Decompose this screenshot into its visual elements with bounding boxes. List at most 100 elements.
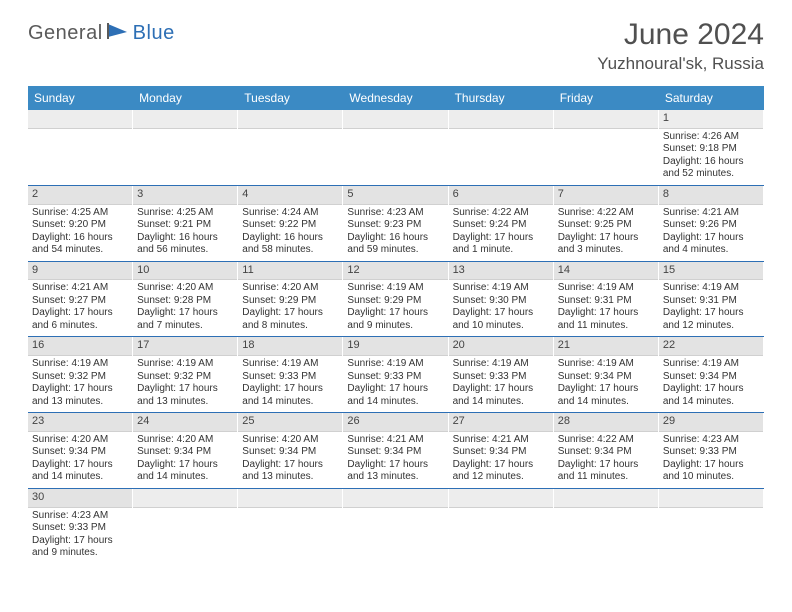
day-cell: 9Sunrise: 4:21 AMSunset: 9:27 PMDaylight… — [28, 262, 133, 337]
weeks-container: 1Sunrise: 4:26 AMSunset: 9:18 PMDaylight… — [28, 110, 764, 564]
day-number: 17 — [133, 337, 237, 356]
sunrise-text: Sunrise: 4:19 AM — [347, 358, 443, 371]
daylight-text: Daylight: 17 hours and 3 minutes. — [558, 232, 654, 257]
day-cell: 21Sunrise: 4:19 AMSunset: 9:34 PMDayligh… — [554, 337, 659, 412]
day-cell: 6Sunrise: 4:22 AMSunset: 9:24 PMDaylight… — [449, 186, 554, 261]
daylight-text: Daylight: 17 hours and 13 minutes. — [242, 459, 338, 484]
sunrise-text: Sunrise: 4:22 AM — [558, 434, 654, 447]
sunrise-text: Sunrise: 4:19 AM — [453, 358, 549, 371]
day-number — [659, 489, 763, 508]
day-cell-empty — [133, 489, 238, 564]
day-cell-empty — [238, 489, 343, 564]
day-cell-empty — [659, 489, 764, 564]
daylight-text: Daylight: 17 hours and 9 minutes. — [347, 307, 443, 332]
sunrise-text: Sunrise: 4:25 AM — [137, 207, 233, 220]
day-number — [554, 110, 658, 129]
logo-text-blue: Blue — [133, 22, 175, 45]
day-info: Sunrise: 4:26 AMSunset: 9:18 PMDaylight:… — [659, 129, 763, 185]
day-info: Sunrise: 4:19 AMSunset: 9:32 PMDaylight:… — [28, 356, 132, 412]
sunset-text: Sunset: 9:34 PM — [137, 446, 233, 459]
day-cell: 18Sunrise: 4:19 AMSunset: 9:33 PMDayligh… — [238, 337, 343, 412]
day-cell: 10Sunrise: 4:20 AMSunset: 9:28 PMDayligh… — [133, 262, 238, 337]
day-info: Sunrise: 4:20 AMSunset: 9:34 PMDaylight:… — [28, 432, 132, 488]
day-info: Sunrise: 4:20 AMSunset: 9:28 PMDaylight:… — [133, 280, 237, 336]
calendar: SundayMondayTuesdayWednesdayThursdayFrid… — [28, 86, 764, 564]
week-row: 1Sunrise: 4:26 AMSunset: 9:18 PMDaylight… — [28, 110, 764, 186]
day-info: Sunrise: 4:25 AMSunset: 9:20 PMDaylight:… — [28, 205, 132, 261]
sunset-text: Sunset: 9:27 PM — [32, 295, 128, 308]
day-info: Sunrise: 4:19 AMSunset: 9:33 PMDaylight:… — [238, 356, 342, 412]
daylight-text: Daylight: 17 hours and 13 minutes. — [137, 383, 233, 408]
day-number: 4 — [238, 186, 342, 205]
day-number: 9 — [28, 262, 132, 281]
sunrise-text: Sunrise: 4:21 AM — [453, 434, 549, 447]
day-number: 18 — [238, 337, 342, 356]
day-number — [449, 489, 553, 508]
day-number: 12 — [343, 262, 447, 281]
day-number: 21 — [554, 337, 658, 356]
daylight-text: Daylight: 17 hours and 10 minutes. — [663, 459, 759, 484]
sunrise-text: Sunrise: 4:19 AM — [137, 358, 233, 371]
sunrise-text: Sunrise: 4:22 AM — [558, 207, 654, 220]
daylight-text: Daylight: 17 hours and 14 minutes. — [453, 383, 549, 408]
week-row: 2Sunrise: 4:25 AMSunset: 9:20 PMDaylight… — [28, 186, 764, 262]
daylight-text: Daylight: 16 hours and 52 minutes. — [663, 156, 759, 181]
sunset-text: Sunset: 9:26 PM — [663, 219, 759, 232]
daylight-text: Daylight: 17 hours and 9 minutes. — [32, 535, 128, 560]
day-info: Sunrise: 4:21 AMSunset: 9:27 PMDaylight:… — [28, 280, 132, 336]
day-info: Sunrise: 4:19 AMSunset: 9:31 PMDaylight:… — [659, 280, 763, 336]
day-cell: 19Sunrise: 4:19 AMSunset: 9:33 PMDayligh… — [343, 337, 448, 412]
sunrise-text: Sunrise: 4:24 AM — [242, 207, 338, 220]
day-info: Sunrise: 4:21 AMSunset: 9:26 PMDaylight:… — [659, 205, 763, 261]
day-cell-empty — [449, 110, 554, 185]
sunrise-text: Sunrise: 4:26 AM — [663, 131, 759, 144]
day-info: Sunrise: 4:23 AMSunset: 9:33 PMDaylight:… — [659, 432, 763, 488]
weekday-monday: Monday — [133, 86, 238, 110]
daylight-text: Daylight: 16 hours and 58 minutes. — [242, 232, 338, 257]
sunrise-text: Sunrise: 4:19 AM — [558, 358, 654, 371]
sunset-text: Sunset: 9:18 PM — [663, 143, 759, 156]
sunset-text: Sunset: 9:33 PM — [453, 371, 549, 384]
day-number: 23 — [28, 413, 132, 432]
daylight-text: Daylight: 17 hours and 14 minutes. — [663, 383, 759, 408]
day-cell: 4Sunrise: 4:24 AMSunset: 9:22 PMDaylight… — [238, 186, 343, 261]
sunset-text: Sunset: 9:33 PM — [242, 371, 338, 384]
day-info: Sunrise: 4:22 AMSunset: 9:25 PMDaylight:… — [554, 205, 658, 261]
sunrise-text: Sunrise: 4:19 AM — [558, 282, 654, 295]
sunrise-text: Sunrise: 4:20 AM — [242, 434, 338, 447]
daylight-text: Daylight: 16 hours and 59 minutes. — [347, 232, 443, 257]
day-cell: 29Sunrise: 4:23 AMSunset: 9:33 PMDayligh… — [659, 413, 764, 488]
week-row: 9Sunrise: 4:21 AMSunset: 9:27 PMDaylight… — [28, 262, 764, 338]
day-cell-empty — [554, 489, 659, 564]
day-number: 24 — [133, 413, 237, 432]
day-cell: 20 Sunrise: 4:19 AMSunset: 9:33 PMDayligh… — [449, 337, 554, 412]
day-cell-empty — [133, 110, 238, 185]
day-number: 3 — [133, 186, 237, 205]
day-number: 19 — [343, 337, 447, 356]
sunset-text: Sunset: 9:34 PM — [558, 446, 654, 459]
day-number: 20 — [449, 337, 553, 356]
sunrise-text: Sunrise: 4:20 AM — [137, 434, 233, 447]
logo: General Blue — [28, 22, 175, 45]
sunrise-text: Sunrise: 4:21 AM — [663, 207, 759, 220]
day-cell: 14Sunrise: 4:19 AMSunset: 9:31 PMDayligh… — [554, 262, 659, 337]
day-cell: 11Sunrise: 4:20 AMSunset: 9:29 PMDayligh… — [238, 262, 343, 337]
sunrise-text: Sunrise: 4:23 AM — [663, 434, 759, 447]
day-number: 15 — [659, 262, 763, 281]
week-row: 16Sunrise: 4:19 AMSunset: 9:32 PMDayligh… — [28, 337, 764, 413]
day-number: 1 — [659, 110, 763, 129]
daylight-text: Daylight: 17 hours and 13 minutes. — [347, 459, 443, 484]
day-number: 10 — [133, 262, 237, 281]
day-cell: 15Sunrise: 4:19 AMSunset: 9:31 PMDayligh… — [659, 262, 764, 337]
day-number — [28, 110, 132, 129]
day-number: 25 — [238, 413, 342, 432]
sunset-text: Sunset: 9:34 PM — [453, 446, 549, 459]
day-number: 29 — [659, 413, 763, 432]
daylight-text: Daylight: 17 hours and 14 minutes. — [347, 383, 443, 408]
day-cell: 17Sunrise: 4:19 AMSunset: 9:32 PMDayligh… — [133, 337, 238, 412]
sunrise-text: Sunrise: 4:21 AM — [347, 434, 443, 447]
sunset-text: Sunset: 9:23 PM — [347, 219, 443, 232]
day-cell: 3Sunrise: 4:25 AMSunset: 9:21 PMDaylight… — [133, 186, 238, 261]
sunset-text: Sunset: 9:34 PM — [32, 446, 128, 459]
sunset-text: Sunset: 9:32 PM — [32, 371, 128, 384]
